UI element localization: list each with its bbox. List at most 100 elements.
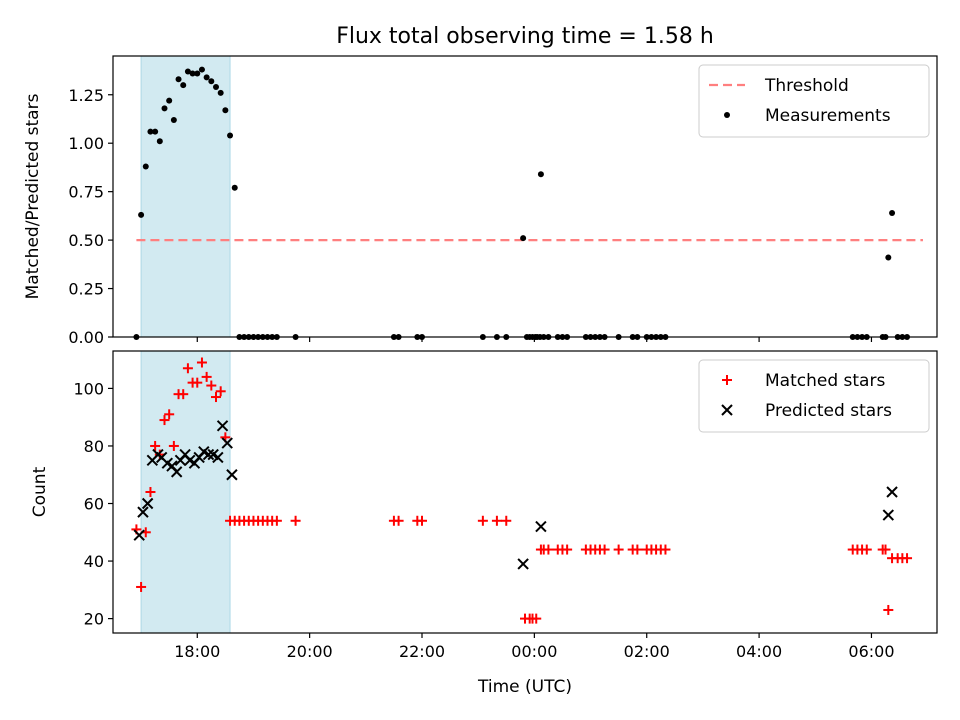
y-tick-label: 40 xyxy=(84,552,104,571)
matched-star-point xyxy=(883,604,894,615)
bottom-panel: 18:00 20:00 22:00 00:00 02:00 04:00 06:00 20 40… xyxy=(30,350,938,697)
x-tick-label: 02:00 xyxy=(624,642,670,661)
legend-measurement-swatch xyxy=(724,112,730,118)
bottom-legend: Matched stars Predicted stars xyxy=(698,359,930,433)
x-b xyxy=(221,437,233,449)
measurement-point xyxy=(152,128,159,135)
matched-star-point xyxy=(477,515,488,526)
x-b xyxy=(155,451,168,464)
matched-star-point xyxy=(159,415,170,426)
matched-star-point xyxy=(192,377,203,388)
predicted-star-point xyxy=(137,506,149,518)
measurement-point xyxy=(889,209,896,216)
matched-star-point xyxy=(201,371,212,382)
matched-star-point xyxy=(880,544,891,555)
x-b xyxy=(202,448,215,461)
measurement-points xyxy=(133,66,911,340)
matched-star-point xyxy=(196,357,207,368)
y-tick-label: 0.00 xyxy=(68,328,104,347)
matched-star-point xyxy=(164,409,175,420)
x-b xyxy=(212,451,224,464)
bottom-plot-frame xyxy=(112,350,938,634)
x-b xyxy=(179,448,191,461)
matched-star-point xyxy=(902,553,913,564)
y-tick-label: 1.00 xyxy=(68,134,104,153)
measurement-point xyxy=(217,89,224,96)
bottom-y-axis-label: Count xyxy=(30,466,50,517)
x-b xyxy=(882,509,895,521)
y-tick-label: 0.75 xyxy=(68,183,104,202)
y-tick-label: 60 xyxy=(84,495,104,514)
x-b xyxy=(198,446,210,458)
x-b xyxy=(161,457,174,469)
predicted-star-point xyxy=(517,558,529,570)
predicted-star-point xyxy=(221,437,233,449)
measurement-point xyxy=(180,82,187,89)
measurement-point xyxy=(170,116,177,123)
measurement-point xyxy=(227,132,234,139)
legend-label: Predicted stars xyxy=(765,401,892,421)
predicted-star-point xyxy=(882,509,895,521)
matched-star-point xyxy=(393,515,404,526)
y-tick-label: 0.25 xyxy=(68,280,104,299)
x-b xyxy=(137,506,149,518)
x-b xyxy=(216,420,229,432)
x-b xyxy=(207,448,219,461)
predicted-star-point xyxy=(212,451,224,464)
x-tick-label: 18:00 xyxy=(174,642,220,661)
shade-band xyxy=(140,55,231,338)
y-tick-label: 0.50 xyxy=(68,231,104,250)
measurement-point xyxy=(213,84,219,91)
predicted-star-point xyxy=(535,520,547,533)
bottom-x-ticks: 18:00 20:00 22:00 00:00 02:00 04:00 06:00 xyxy=(174,633,895,661)
measurement-point xyxy=(147,128,154,135)
x-b xyxy=(141,497,154,510)
observing-window-shade xyxy=(140,55,231,338)
matched-star-point xyxy=(632,544,643,555)
measurement-point xyxy=(138,211,145,218)
y-tick-label: 100 xyxy=(73,379,104,398)
predicted-star-point xyxy=(133,529,145,541)
matched-star-point xyxy=(613,544,624,555)
measurement-point xyxy=(166,97,173,104)
x-b xyxy=(133,529,145,541)
matched-star-point xyxy=(599,544,610,555)
x-b xyxy=(886,486,898,498)
measurement-point xyxy=(231,184,238,191)
matched-star-point xyxy=(290,515,301,526)
predicted-star-point xyxy=(226,469,238,481)
top-y-ticks: 0.00 0.25 0.50 0.75 1.00 1.25 xyxy=(68,86,113,347)
measurement-point xyxy=(885,254,892,261)
matched-star-point xyxy=(168,440,179,451)
matched-star-point xyxy=(417,515,427,526)
measurement-point xyxy=(194,70,201,77)
measurement-point xyxy=(161,105,168,112)
matched-star-point xyxy=(150,440,161,451)
matched-star-point xyxy=(531,613,542,624)
x-b xyxy=(170,466,183,478)
matched-star-point xyxy=(271,515,282,526)
x-tick-label: 20:00 xyxy=(287,642,333,661)
x-b xyxy=(517,558,529,570)
legend-predicted-swatch xyxy=(721,404,733,416)
legend-box xyxy=(698,64,930,138)
y-tick-label: 1.25 xyxy=(68,86,104,105)
matched-star-point xyxy=(145,487,156,497)
x-b xyxy=(184,454,196,467)
x-tick-label: 00:00 xyxy=(511,642,557,661)
matched-star-point xyxy=(562,544,573,555)
matched-star-point xyxy=(491,515,502,526)
top-x-ticks xyxy=(196,337,873,342)
count-points xyxy=(131,357,913,624)
matched-star-point xyxy=(211,392,221,403)
x-tick-label: 04:00 xyxy=(736,642,782,661)
measurement-point xyxy=(142,163,149,170)
y-tick-label: 80 xyxy=(84,437,104,456)
measurement-point xyxy=(520,235,527,242)
matched-star-point xyxy=(182,363,193,374)
predicted-star-point xyxy=(886,486,898,498)
x-axis-label: Time (UTC) xyxy=(477,677,572,697)
top-legend: Threshold Measurements xyxy=(698,64,930,138)
predicted-star-point xyxy=(216,420,229,432)
